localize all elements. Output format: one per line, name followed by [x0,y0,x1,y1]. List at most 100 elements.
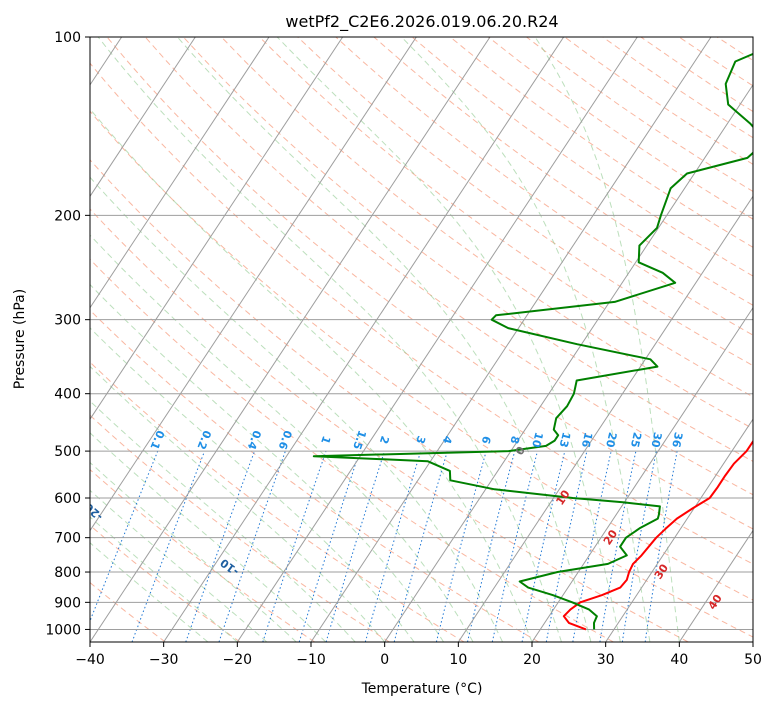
isotherm [457,195,753,642]
axes: −40 −30 −20 −10 0 10 20 30 40 5010020030040050060… [45,30,762,668]
y-tick-label: 700 [54,531,81,547]
plot-frame [89,36,754,643]
isotherm [752,641,753,642]
isotherm-label: 40 [706,592,725,612]
isotherm [310,37,712,642]
x-tick-label: 10 [449,652,467,668]
y-tick-label: 600 [54,491,81,507]
dry-adiabat [90,62,753,565]
grid-lines [90,37,753,642]
mixing-ratio-line [90,450,159,623]
temperature-profile [562,439,753,631]
mixing-ratio-label: 36 [669,431,685,449]
moist-adiabat [90,461,297,642]
isotherm [531,306,753,642]
moist-adiabat [90,327,415,642]
mixing-ratio-line [521,450,566,642]
isotherm-label: 0 [513,444,528,458]
profiles [312,52,753,631]
dry-adiabat [221,37,753,430]
mixing-ratio-label: 25 [628,431,644,449]
dry-adiabat [259,37,753,398]
dry-adiabat [90,159,753,638]
dry-adiabat [106,37,753,530]
dry-adiabat [90,258,614,642]
dry-adiabat [716,37,753,62]
dry-adiabat [297,37,753,367]
moist-adiabat [401,37,651,642]
mixing-ratio-label: 13 [557,431,573,449]
isotherm-label: 10 [553,487,572,507]
moist-adiabat [90,283,445,642]
x-tick-label: 0 [380,652,389,668]
x-tick-label: −40 [75,652,105,668]
mixing-ratio-label: 3 [413,434,428,445]
dry-adiabat [182,37,753,462]
moist-adiabat [90,400,356,642]
x-tick-label: −20 [223,652,253,668]
isotherm [90,37,344,421]
background-lines [90,37,775,642]
mixing-ratio-label: 1 [318,434,333,445]
moist-adiabat [276,37,621,642]
y-tick-label: 500 [54,444,81,460]
dry-adiabat [90,309,540,642]
dry-adiabat [90,524,241,642]
y-tick-label: 200 [54,208,81,224]
moist-adiabat [534,37,680,642]
isotherm [90,37,417,532]
x-tick-label: 40 [670,652,688,668]
y-tick-label: 300 [54,313,81,329]
dry-adiabat [449,37,753,248]
mixing-ratio-label: 30 [648,431,664,449]
x-tick-label: −10 [296,652,326,668]
dry-adiabat-label: -10 [218,556,242,578]
dry-adiabat [90,208,689,642]
isotherm [163,37,565,642]
mixing-ratio-label: 0.6 [275,428,294,451]
x-axis-label: Temperature (°C) [361,681,483,697]
dry-adiabat [755,37,775,642]
x-tick-label: 50 [744,652,762,668]
mixing-ratio-line [185,450,256,642]
mixing-ratio-line [572,450,612,642]
dry-adiabat [373,37,753,306]
moist-adiabat [97,37,562,642]
moist-adiabat [90,108,533,642]
dry-adiabat [144,37,753,496]
x-tick-label: 20 [523,652,541,668]
x-tick-label: −30 [149,652,179,668]
dry-adiabat [602,37,753,139]
y-tick-label: 1000 [45,622,81,638]
isotherm [236,37,638,642]
isotherm [90,37,270,309]
mixing-ratio-label: 0.1 [147,428,166,451]
moist-adiabat [90,489,268,642]
mixing-ratio-line [435,450,487,642]
dry-adiabat [678,37,753,87]
x-tick-label: 30 [597,652,615,668]
dry-adiabat [90,414,390,642]
chart-title: wetPf2_C2E6.2026.019.06.20.R24 [285,12,558,32]
dry-adiabat-label: -20 [82,500,106,523]
isotherm-label: 20 [601,527,620,547]
moist-adiabat [90,516,238,642]
y-tick-label: 100 [54,30,81,46]
isotherm [90,37,491,642]
isotherm [678,529,753,642]
dry-adiabat [90,361,465,642]
mixing-ratio-line [467,450,516,642]
isotherm [384,83,753,642]
mixing-ratio-label: 20 [603,431,619,449]
mixing-ratio-label: 0.2 [194,428,213,451]
mixing-ratio-label: 2 [377,434,392,445]
moist-adiabat [90,432,327,642]
moist-adiabat [177,37,592,642]
mixing-ratio-line [298,450,361,642]
y-tick-label: 900 [54,595,81,611]
mixing-ratio-label: 0.4 [244,428,263,451]
mixing-ratio-label: 10 [529,431,545,449]
mixing-ratio-label: 4 [440,434,455,445]
